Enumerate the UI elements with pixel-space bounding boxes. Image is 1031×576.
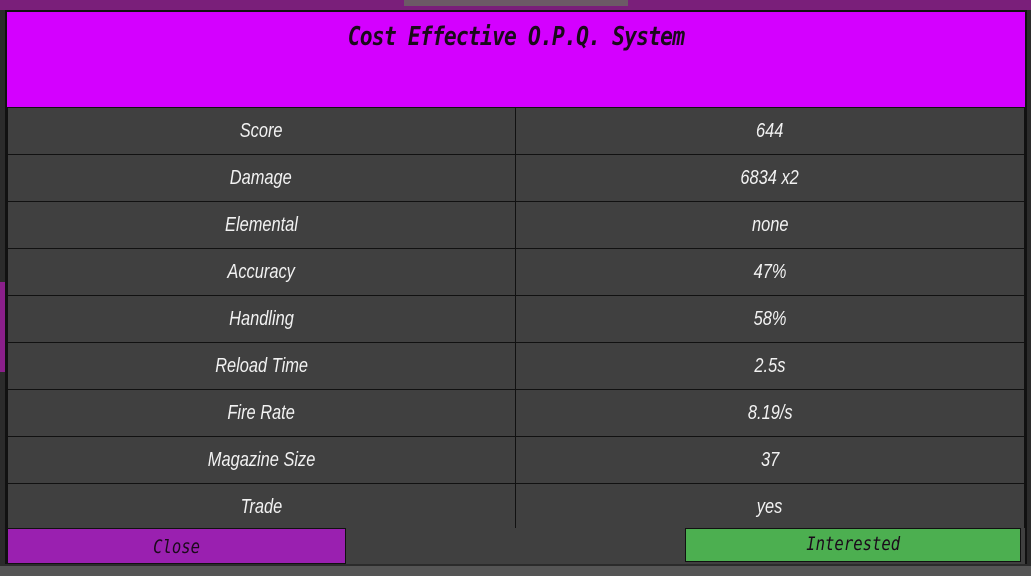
stat-value: none (514, 201, 1026, 249)
stat-label: Accuracy (7, 248, 516, 296)
stat-label: Fire Rate (7, 389, 516, 437)
stat-label: Trade (7, 483, 516, 531)
modal-header: Cost Effective O.P.Q. System (7, 12, 1025, 108)
stats-table: Score 644 Damage 6834 x2 Elemental none … (7, 107, 1026, 531)
stat-row-reload-time: Reload Time 2.5s (7, 342, 1026, 390)
stat-value: 8.19/s (514, 389, 1026, 437)
stat-label: Reload Time (7, 342, 516, 390)
background-thumbnail (404, 0, 628, 6)
modal-footer: Close Interested (7, 528, 1025, 564)
stat-label: Magazine Size (7, 436, 516, 484)
stat-row-elemental: Elemental none (7, 201, 1026, 249)
item-title: Cost Effective O.P.Q. System (347, 22, 685, 52)
stat-value: 37 (514, 436, 1026, 484)
stat-row-trade: Trade yes (7, 483, 1026, 531)
stat-row-accuracy: Accuracy 47% (7, 248, 1026, 296)
stat-label: Elemental (7, 201, 516, 249)
stat-value: yes (514, 483, 1026, 531)
stat-label: Damage (7, 154, 516, 202)
close-button-label: Close (153, 536, 200, 558)
close-button[interactable]: Close (7, 528, 346, 564)
interested-button-label: Interested (806, 533, 900, 555)
stat-value: 58% (514, 295, 1026, 343)
stat-value: 2.5s (514, 342, 1026, 390)
background-bottom-bar (0, 566, 1031, 576)
stat-row-damage: Damage 6834 x2 (7, 154, 1026, 202)
stat-row-magazine-size: Magazine Size 37 (7, 436, 1026, 484)
stat-row-handling: Handling 58% (7, 295, 1026, 343)
stat-row-fire-rate: Fire Rate 8.19/s (7, 389, 1026, 437)
stat-value: 644 (514, 107, 1026, 155)
background-left-stripe (0, 282, 8, 372)
stat-row-score: Score 644 (7, 107, 1026, 155)
item-detail-modal: Cost Effective O.P.Q. System Score 644 D… (5, 10, 1027, 564)
interested-button[interactable]: Interested (685, 528, 1021, 562)
stat-value: 47% (514, 248, 1026, 296)
stat-label: Handling (7, 295, 516, 343)
stat-value: 6834 x2 (514, 154, 1026, 202)
stat-label: Score (7, 107, 516, 155)
